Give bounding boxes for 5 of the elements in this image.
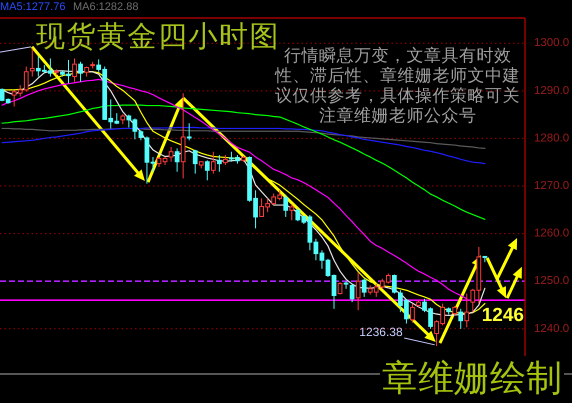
annotation: 1236.38 <box>359 324 403 339</box>
annotation: 章维姗绘制 <box>382 358 562 399</box>
annotation: MA5:1277.76 <box>0 1 66 13</box>
annotation: MA6:1282.88 <box>73 1 138 13</box>
line-series <box>2 104 486 220</box>
